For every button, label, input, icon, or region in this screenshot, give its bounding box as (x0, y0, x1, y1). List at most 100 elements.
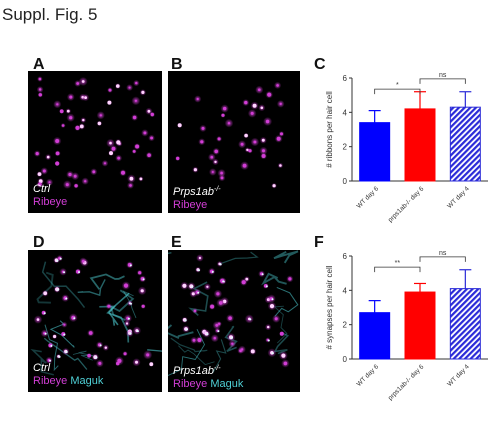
ribeye-puncta (128, 86, 131, 89)
x-tick-label: prps1ab-/- day 6 (387, 185, 426, 224)
ribeye-puncta (265, 119, 270, 124)
ribeye-puncta (37, 182, 42, 187)
ribeye-puncta (217, 137, 221, 141)
x-tick-label: prps1ab-/- day 6 (387, 363, 426, 402)
stain-label-maguk: Maguk (210, 378, 244, 390)
ribeye-puncta (228, 316, 232, 320)
ribeye-puncta (177, 123, 182, 128)
micrograph-a-caption: Ctrl Ribeye (33, 183, 67, 209)
bar (359, 122, 391, 182)
panel-label-f: F (314, 234, 324, 251)
maguk-puncta (43, 312, 46, 315)
genotype-superscript: -/- (213, 365, 221, 372)
maguk-fiber (220, 251, 259, 264)
maguk-fiber (261, 272, 287, 286)
ribeye-puncta (42, 169, 46, 173)
maguk-puncta (57, 288, 60, 291)
micrograph-d-image (30, 255, 162, 376)
significance-label: ns (439, 72, 447, 79)
genotype-label: Prps1ab (173, 365, 214, 377)
x-tick-label: WT day 6 (356, 185, 381, 210)
ribeye-puncta (221, 113, 225, 117)
y-axis-label: # ribbons per hair cell (325, 91, 334, 168)
maguk-fiber (273, 250, 299, 264)
micrograph-b-caption: Prps1ab-/- Ribeye (173, 183, 221, 212)
x-tick-label: WT day 6 (356, 363, 381, 388)
ribeye-puncta (116, 140, 121, 145)
maguk-puncta (184, 319, 187, 322)
panel-label-e: E (171, 234, 182, 251)
maguk-puncta (222, 280, 225, 283)
maguk-fiber (41, 261, 86, 309)
micrograph-e-caption: Prps1ab-/- Ribeye Maguk (173, 362, 243, 391)
ribeye-puncta (192, 338, 196, 342)
ribeye-puncta (56, 103, 59, 106)
maguk-fiber (212, 339, 227, 374)
genotype-label: Prps1ab (173, 186, 214, 198)
ribeye-puncta (146, 353, 150, 357)
maguk-puncta (219, 263, 222, 266)
y-tick-label: 0 (343, 177, 348, 186)
ribeye-puncta (38, 93, 42, 97)
ribeye-puncta (88, 331, 93, 335)
maguk-puncta (73, 317, 76, 320)
genotype-superscript: -/- (213, 186, 221, 193)
ribeye-puncta (79, 124, 84, 129)
panel-label-d: D (33, 234, 45, 251)
ribeye-puncta (82, 260, 85, 263)
ribeye-puncta (69, 116, 73, 120)
y-tick-label: 6 (343, 74, 348, 83)
y-tick-label: 6 (343, 252, 348, 261)
ribeye-puncta (214, 149, 218, 154)
ribeye-puncta (279, 331, 284, 336)
bar (404, 108, 436, 182)
significance-bracket (374, 266, 421, 273)
maguk-fiber (168, 324, 194, 339)
maguk-fiber (30, 348, 54, 376)
ribeye-puncta (36, 318, 40, 321)
panel-label-c: C (314, 56, 326, 73)
ribeye-puncta (281, 353, 286, 358)
maguk-fiber (147, 349, 162, 376)
maguk-puncta (65, 297, 68, 300)
maguk-fiber (77, 279, 106, 297)
y-tick-label: 0 (343, 355, 348, 364)
ribeye-puncta (48, 181, 51, 184)
ribeye-puncta (139, 177, 143, 181)
maguk-puncta (130, 302, 132, 305)
bar (359, 312, 391, 360)
ribeye-puncta (87, 353, 91, 358)
ribeye-puncta (149, 362, 154, 367)
y-tick-label: 2 (343, 143, 348, 152)
maguk-fiber (168, 252, 172, 255)
maguk-puncta (186, 328, 188, 331)
maguk-fiber (44, 324, 59, 372)
ribeye-puncta (121, 170, 125, 175)
ribeye-puncta (276, 84, 279, 87)
ribeye-puncta (55, 139, 60, 143)
ribeye-puncta (84, 96, 87, 99)
ribeye-puncta (123, 352, 127, 356)
maguk-puncta (271, 298, 274, 301)
ribeye-puncta (182, 283, 187, 288)
ribeye-puncta (104, 162, 106, 165)
maguk-puncta (63, 271, 66, 274)
ribeye-puncta (280, 132, 283, 136)
maguk-fiber (273, 332, 290, 355)
ribeye-puncta (107, 304, 111, 308)
maguk-puncta (267, 339, 270, 342)
micrograph-b-image (175, 81, 285, 189)
ribeye-puncta (260, 106, 264, 110)
ribeye-puncta (211, 171, 214, 173)
ribeye-puncta (193, 309, 197, 313)
ribeye-puncta (125, 322, 129, 325)
ribeye-puncta (138, 271, 142, 275)
maguk-fiber (168, 329, 206, 377)
maguk-puncta (49, 359, 52, 362)
ribeye-puncta (279, 164, 282, 167)
ribeye-puncta (73, 174, 77, 178)
ribeye-puncta (150, 112, 154, 117)
ribeye-puncta (74, 184, 78, 188)
maguk-fiber (170, 337, 208, 353)
maguk-puncta (142, 278, 145, 281)
